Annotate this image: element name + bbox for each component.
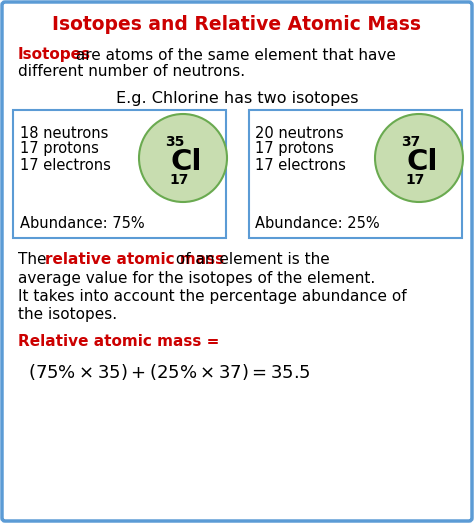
Text: It takes into account the percentage abundance of: It takes into account the percentage abu… — [18, 289, 407, 303]
Text: average value for the isotopes of the element.: average value for the isotopes of the el… — [18, 270, 375, 286]
Text: 18 neutrons: 18 neutrons — [20, 126, 109, 141]
Text: 17: 17 — [169, 173, 189, 187]
Text: of an element is the: of an element is the — [171, 253, 330, 267]
Text: Isotopes and Relative Atomic Mass: Isotopes and Relative Atomic Mass — [53, 15, 421, 33]
Text: 17 protons: 17 protons — [255, 142, 334, 156]
FancyBboxPatch shape — [13, 110, 226, 238]
Circle shape — [375, 114, 463, 202]
Text: E.g. Chlorine has two isotopes: E.g. Chlorine has two isotopes — [116, 90, 358, 106]
Text: relative atomic mass: relative atomic mass — [45, 253, 224, 267]
Text: 20 neutrons: 20 neutrons — [255, 126, 344, 141]
Text: different number of neutrons.: different number of neutrons. — [18, 64, 245, 79]
Text: 17: 17 — [405, 173, 425, 187]
FancyBboxPatch shape — [249, 110, 462, 238]
Text: 37: 37 — [401, 135, 420, 149]
Text: Cl: Cl — [406, 148, 438, 176]
Text: Cl: Cl — [170, 148, 202, 176]
Text: 35: 35 — [165, 135, 184, 149]
Text: $(75\%\times35)+(25\%\times37)=35.5$: $(75\%\times35)+(25\%\times37)=35.5$ — [28, 362, 311, 382]
Text: Relative atomic mass =: Relative atomic mass = — [18, 335, 219, 349]
Text: Isotopes: Isotopes — [18, 48, 91, 63]
Text: 17 electrons: 17 electrons — [20, 157, 111, 173]
Text: 17 electrons: 17 electrons — [255, 157, 346, 173]
Text: Abundance: 25%: Abundance: 25% — [255, 217, 380, 232]
Text: are atoms of the same element that have: are atoms of the same element that have — [71, 48, 396, 63]
Text: Abundance: 75%: Abundance: 75% — [20, 217, 145, 232]
Circle shape — [139, 114, 227, 202]
Text: the isotopes.: the isotopes. — [18, 306, 117, 322]
Text: 17 protons: 17 protons — [20, 142, 99, 156]
Text: The: The — [18, 253, 51, 267]
